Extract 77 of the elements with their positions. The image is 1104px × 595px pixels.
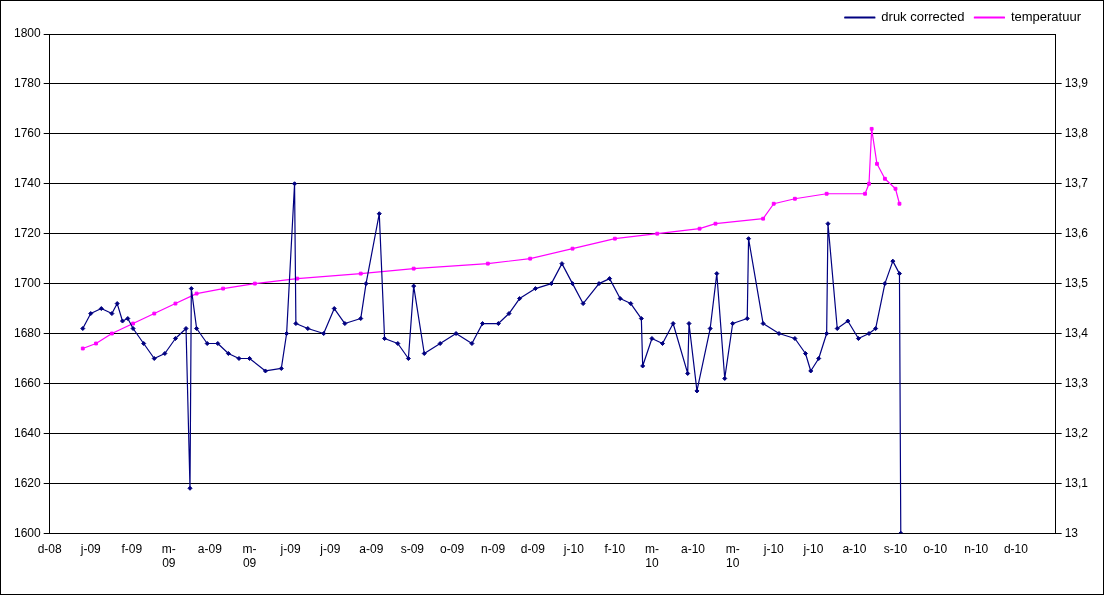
x-tick-label: j-10 <box>802 541 824 556</box>
legend-label: druk corrected <box>881 9 965 25</box>
point <box>867 181 871 186</box>
point <box>411 266 416 271</box>
y-tick-label: 1720 <box>13 225 42 240</box>
point <box>863 191 867 196</box>
x-tick-label: n-10 <box>964 541 989 556</box>
point <box>252 281 257 286</box>
y-tick-label: 1660 <box>13 375 42 390</box>
y-tick-label: 1620 <box>13 475 42 490</box>
point <box>94 341 98 346</box>
x-tick-label: j-09 <box>279 541 301 556</box>
point <box>358 271 363 276</box>
point <box>152 311 157 316</box>
point <box>761 216 766 221</box>
point <box>897 201 902 206</box>
point <box>882 176 887 181</box>
point <box>893 186 898 191</box>
x-tick-label: a-09 <box>359 541 384 556</box>
point <box>528 256 533 261</box>
point <box>792 196 797 201</box>
point <box>221 286 225 291</box>
y-tick-label: 1640 <box>13 425 42 440</box>
x-tick-label: n-09 <box>481 541 506 556</box>
x-tick-label: m-09 <box>161 541 176 571</box>
y2-tick-label: 13,6 <box>1064 225 1089 240</box>
x-tick-label: m-10 <box>725 541 740 571</box>
y-tick-label: 1680 <box>13 325 42 340</box>
point <box>80 346 85 351</box>
y-tick-label: 1800 <box>13 26 42 41</box>
point <box>824 191 829 196</box>
x-tick-label: j-09 <box>79 541 102 556</box>
y2-tick-label: 13,7 <box>1064 176 1089 191</box>
point <box>485 261 490 266</box>
x-tick-label: a-10 <box>680 541 706 556</box>
x-tick-label: j-10 <box>562 541 585 556</box>
point <box>194 291 199 296</box>
y-tick-label: 1760 <box>13 126 42 141</box>
x-tick-label: d-08 <box>37 541 63 556</box>
x-tick-label: o-09 <box>440 541 465 556</box>
point <box>570 246 575 251</box>
y2-tick-label: 13,5 <box>1064 275 1089 290</box>
point <box>713 221 718 226</box>
point <box>697 226 702 231</box>
y2-tick-label: 13,9 <box>1064 76 1089 91</box>
y-tick-label: 1700 <box>13 275 42 290</box>
y-tick-label: 1780 <box>13 76 42 91</box>
point <box>875 161 879 166</box>
x-tick-label: j-10 <box>762 541 785 556</box>
legend-label: temperatuur <box>1010 9 1082 25</box>
y2-tick-label: 13,2 <box>1064 425 1089 440</box>
point <box>869 126 874 131</box>
point <box>655 231 660 236</box>
y2-tick-label: 13,8 <box>1064 126 1089 141</box>
y2-tick-label: 13,4 <box>1064 325 1089 340</box>
y-tick-label: 1600 <box>13 525 42 540</box>
x-tick-label: o-10 <box>923 541 948 556</box>
y-tick-label: 1740 <box>13 176 42 191</box>
x-tick-label: a-10 <box>842 541 867 556</box>
x-tick-label: m-10 <box>644 541 659 571</box>
x-tick-label: f-10 <box>604 541 626 556</box>
y2-tick-label: 13,1 <box>1064 475 1089 490</box>
point <box>173 301 178 306</box>
x-tick-label: s-10 <box>883 541 908 556</box>
x-tick-label: a-09 <box>197 541 223 556</box>
x-tick-label: s-09 <box>400 541 425 556</box>
x-tick-label: m-09 <box>242 541 257 571</box>
point <box>612 236 617 241</box>
x-tick-label: f-09 <box>121 541 143 556</box>
point <box>131 321 135 326</box>
point <box>771 201 776 206</box>
x-tick-label: j-09 <box>319 541 341 556</box>
point <box>109 331 114 336</box>
x-tick-label: d-10 <box>1003 541 1029 556</box>
y2-tick-label: 13 <box>1064 525 1079 540</box>
x-tick-label: d-09 <box>520 541 546 556</box>
y2-tick-label: 13,3 <box>1064 375 1089 390</box>
